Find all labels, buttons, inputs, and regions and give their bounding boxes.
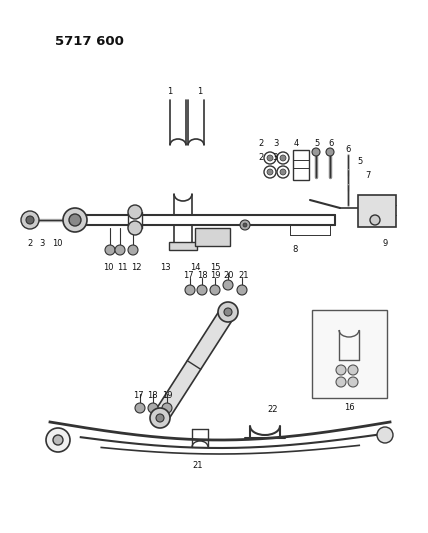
Text: 1: 1 xyxy=(197,87,202,96)
Text: 12: 12 xyxy=(131,263,141,272)
Circle shape xyxy=(46,428,70,452)
Text: 15: 15 xyxy=(210,263,220,272)
Text: 21: 21 xyxy=(193,461,203,470)
Circle shape xyxy=(69,214,81,226)
Circle shape xyxy=(240,220,250,230)
Text: 8: 8 xyxy=(292,246,298,254)
Bar xyxy=(312,310,387,398)
Text: 1: 1 xyxy=(167,87,172,96)
Text: 5: 5 xyxy=(315,139,320,148)
Circle shape xyxy=(243,223,247,227)
Circle shape xyxy=(162,403,172,413)
Text: 6: 6 xyxy=(345,146,351,155)
Text: 5717 600: 5717 600 xyxy=(55,35,124,48)
Circle shape xyxy=(21,211,39,229)
Text: 16: 16 xyxy=(344,403,354,413)
Text: 20: 20 xyxy=(224,271,234,279)
Circle shape xyxy=(370,215,380,225)
Circle shape xyxy=(267,169,273,175)
Circle shape xyxy=(377,427,393,443)
Circle shape xyxy=(135,403,145,413)
Text: 4: 4 xyxy=(293,139,299,148)
Text: 18: 18 xyxy=(147,391,158,400)
Circle shape xyxy=(280,155,286,161)
Bar xyxy=(358,195,396,227)
Circle shape xyxy=(280,169,286,175)
Circle shape xyxy=(218,302,238,322)
Circle shape xyxy=(150,408,170,428)
Circle shape xyxy=(148,403,158,413)
Text: 14: 14 xyxy=(190,263,200,272)
Text: 22: 22 xyxy=(268,406,278,415)
Text: 19: 19 xyxy=(210,271,220,279)
Bar xyxy=(293,150,309,180)
Text: 3: 3 xyxy=(273,139,279,148)
Text: 2: 2 xyxy=(259,152,264,161)
Text: 6: 6 xyxy=(328,139,334,148)
Polygon shape xyxy=(153,308,235,422)
Circle shape xyxy=(63,208,87,232)
Circle shape xyxy=(128,221,142,235)
Circle shape xyxy=(128,205,142,219)
Text: 10: 10 xyxy=(103,263,113,272)
Circle shape xyxy=(156,414,164,422)
Text: 19: 19 xyxy=(162,391,172,400)
Circle shape xyxy=(336,377,346,387)
Circle shape xyxy=(312,148,320,156)
Circle shape xyxy=(210,285,220,295)
Circle shape xyxy=(224,308,232,316)
Text: 3: 3 xyxy=(272,152,278,161)
Circle shape xyxy=(105,245,115,255)
Circle shape xyxy=(223,280,233,290)
Text: 18: 18 xyxy=(197,271,207,279)
Text: 7: 7 xyxy=(366,172,371,181)
Circle shape xyxy=(267,155,273,161)
Circle shape xyxy=(53,435,63,445)
Text: 17: 17 xyxy=(133,391,143,400)
Text: 17: 17 xyxy=(183,271,193,279)
Text: 21: 21 xyxy=(239,271,249,279)
Circle shape xyxy=(197,285,207,295)
Text: 11: 11 xyxy=(117,263,127,272)
Text: 3: 3 xyxy=(39,238,45,247)
Circle shape xyxy=(348,365,358,375)
Circle shape xyxy=(326,148,334,156)
Circle shape xyxy=(128,245,138,255)
Bar xyxy=(195,228,230,246)
Circle shape xyxy=(185,285,195,295)
Bar xyxy=(169,242,197,250)
Text: 13: 13 xyxy=(160,263,170,272)
Text: 10: 10 xyxy=(52,238,62,247)
Text: 2: 2 xyxy=(259,139,264,148)
Circle shape xyxy=(336,365,346,375)
Circle shape xyxy=(348,377,358,387)
Text: 9: 9 xyxy=(382,239,388,248)
Circle shape xyxy=(115,245,125,255)
Text: 2: 2 xyxy=(27,238,33,247)
Circle shape xyxy=(237,285,247,295)
Text: 5: 5 xyxy=(357,157,363,166)
Circle shape xyxy=(26,216,34,224)
